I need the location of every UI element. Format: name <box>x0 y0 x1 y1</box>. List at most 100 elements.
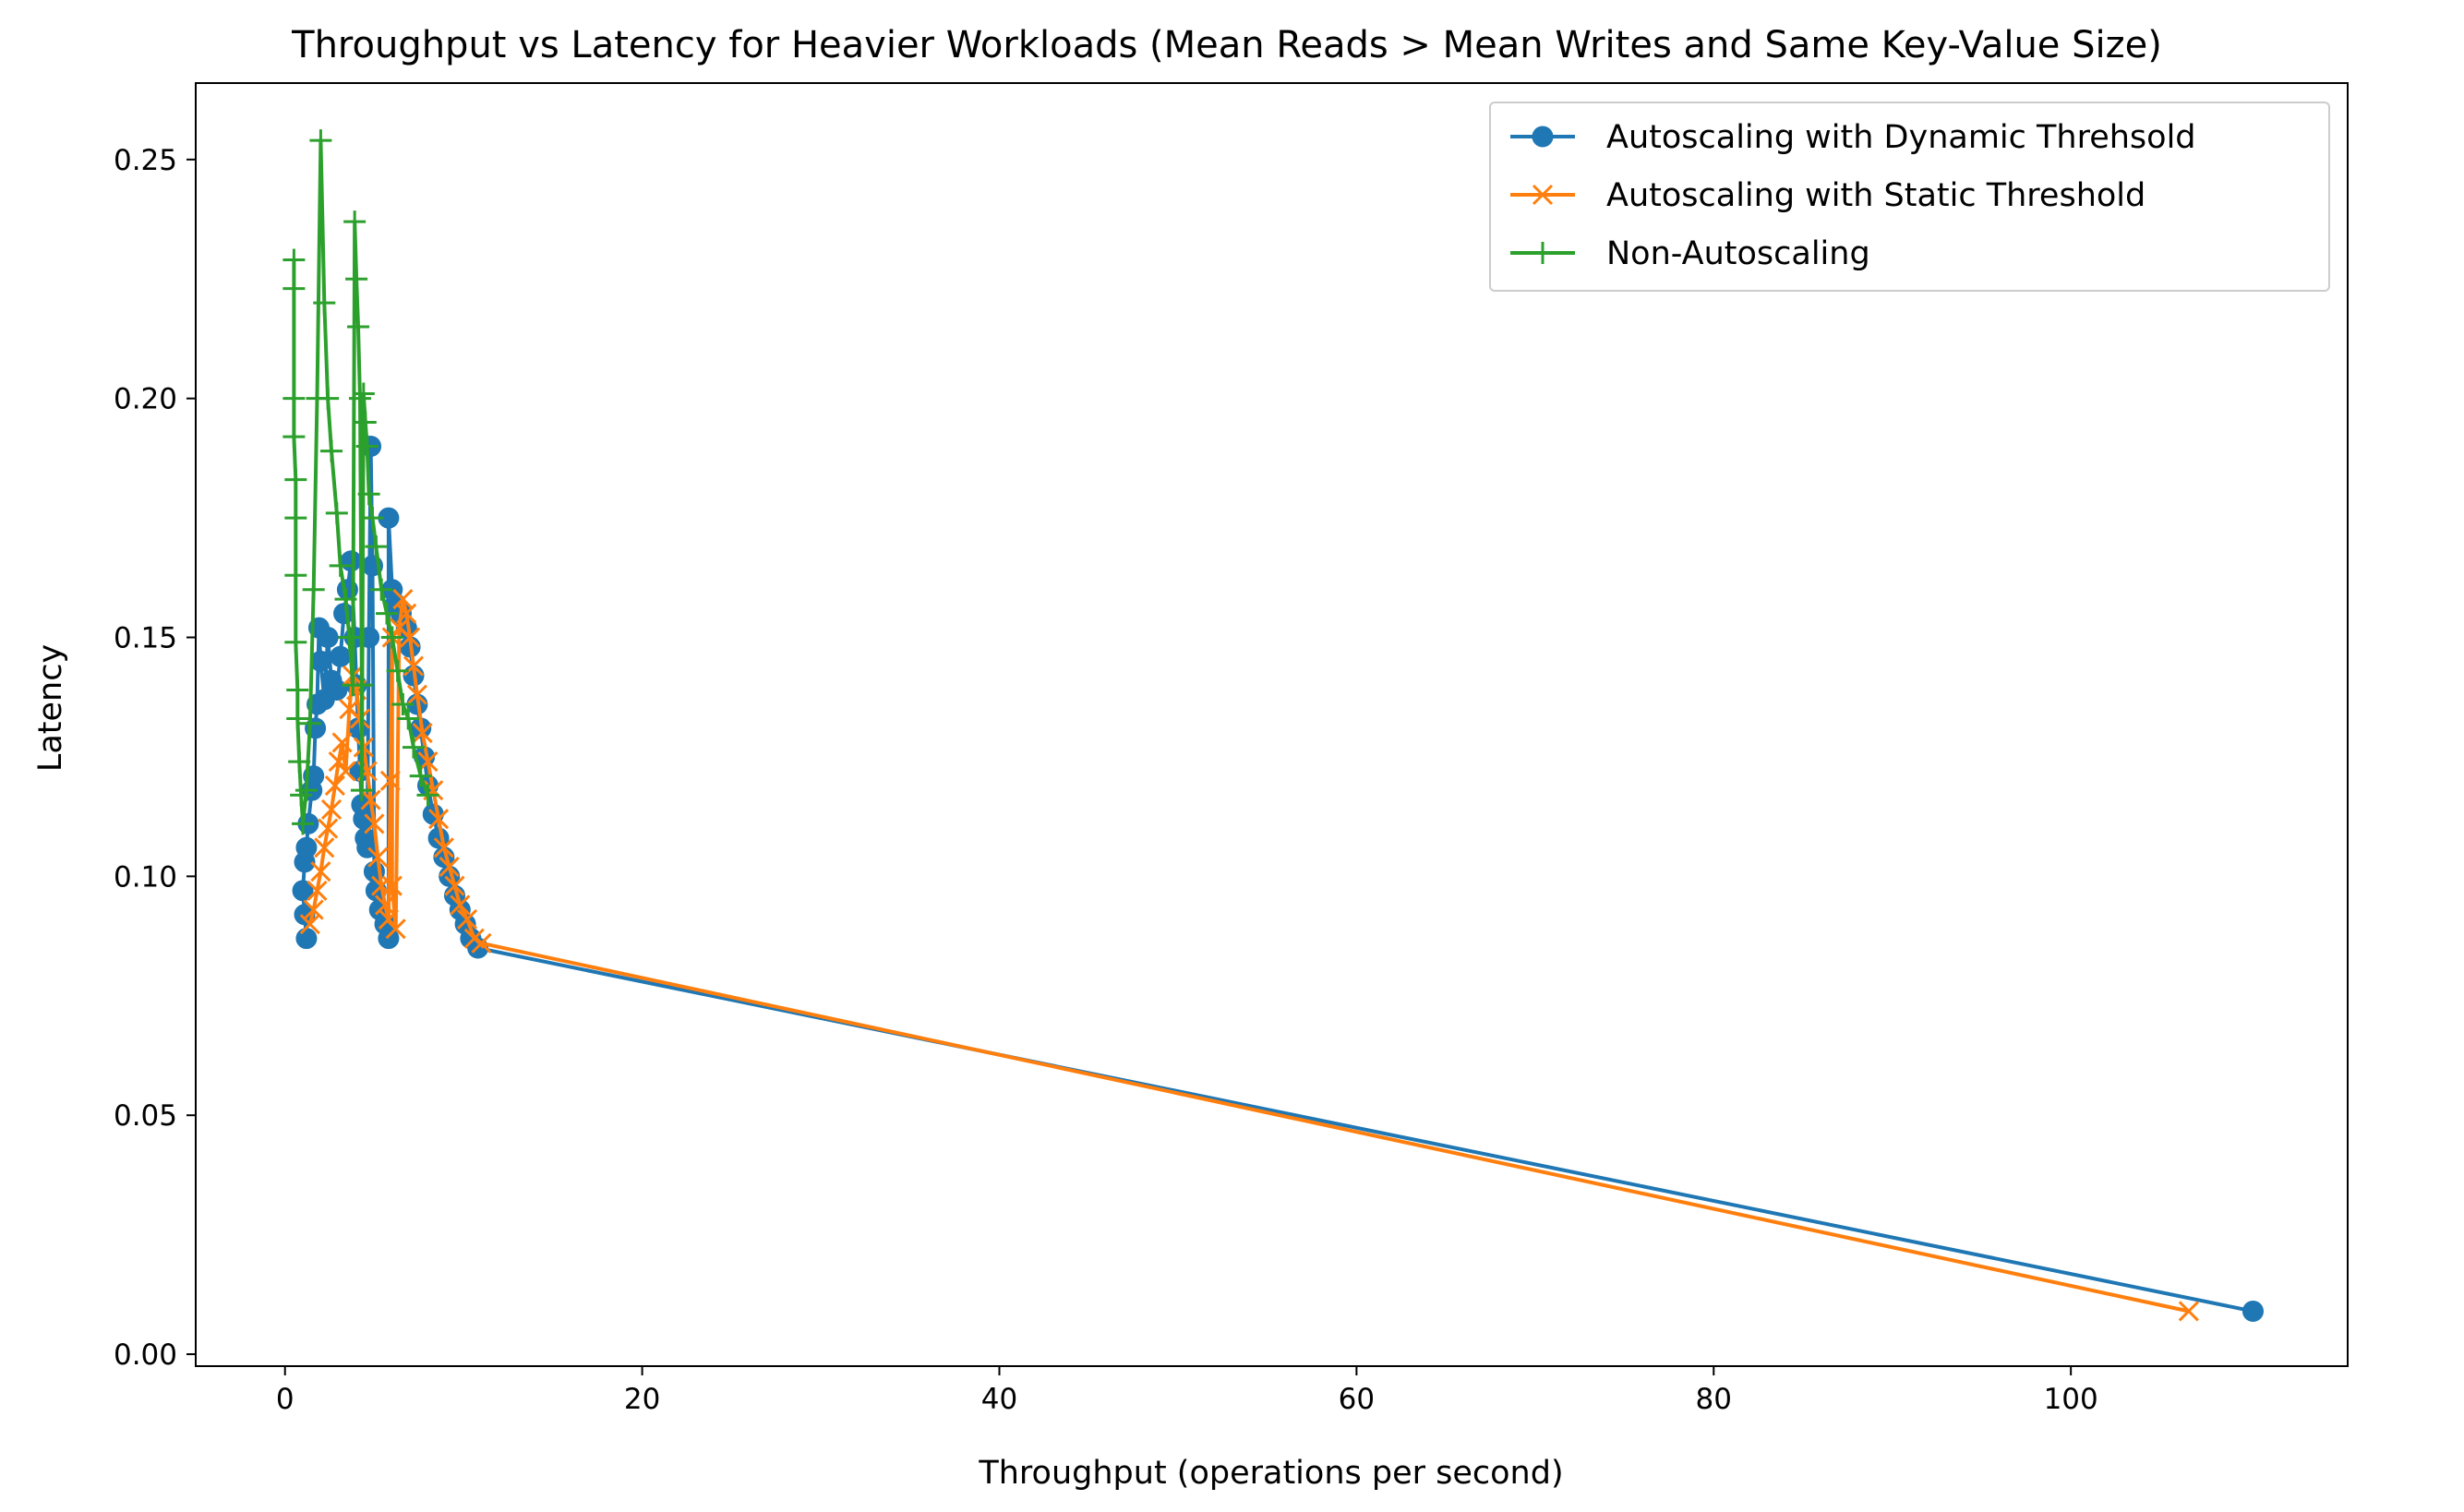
series-3 <box>282 129 439 835</box>
data-point-circle <box>292 880 314 902</box>
data-point-plus <box>354 411 377 434</box>
data-point-circle <box>295 928 318 950</box>
data-point-x <box>471 932 492 954</box>
data-point-plus <box>350 674 373 697</box>
data-point-circle <box>340 550 362 572</box>
legend-entry: Non-Autoscaling <box>1510 235 1870 272</box>
data-point-plus <box>313 292 336 315</box>
data-point-x <box>324 774 345 797</box>
data-point-x <box>360 789 381 810</box>
x-tick-label: 40 <box>981 1383 1017 1416</box>
data-point-x <box>406 684 427 705</box>
data-point-plus <box>302 578 325 601</box>
y-tick-label: 0.15 <box>114 622 177 655</box>
data-point-circle <box>330 645 352 667</box>
data-point-circle <box>295 836 318 858</box>
data-point-x <box>335 761 356 782</box>
data-point-plus <box>320 439 343 462</box>
data-point-x <box>379 770 401 791</box>
data-point-plus <box>309 129 332 152</box>
legend-label: Non-Autoscaling <box>1606 235 1870 272</box>
data-point-circle <box>2242 1300 2264 1322</box>
data-point-x <box>439 856 460 878</box>
data-point-plus <box>361 507 384 530</box>
data-point-plus <box>284 468 307 491</box>
data-point-x <box>314 837 335 858</box>
y-axis-label: Latency <box>32 644 69 772</box>
data-point-plus <box>288 750 311 774</box>
x-tick-label: 0 <box>276 1383 294 1416</box>
data-point-circle <box>317 627 339 649</box>
data-point-x <box>306 880 328 901</box>
data-point-plus <box>294 779 318 802</box>
data-point-x <box>364 813 385 834</box>
data-point-x <box>385 918 406 940</box>
legend-entry: Autoscaling with Static Threshold <box>1510 177 2145 214</box>
data-point-plus <box>290 784 313 807</box>
x-tick-label: 100 <box>2044 1383 2098 1416</box>
y-axis: 0.00 0.05 0.10 0.15 0.20 0.25 <box>114 144 196 1372</box>
series-layer <box>282 129 2264 1322</box>
data-point-plus <box>298 712 321 735</box>
y-tick-label: 0.00 <box>114 1338 177 1372</box>
data-point-x <box>428 809 450 830</box>
data-point-x <box>328 751 349 773</box>
data-point-x <box>450 894 471 916</box>
data-point-plus <box>397 707 420 730</box>
data-point-plus <box>370 578 393 601</box>
data-point-x <box>331 732 353 753</box>
data-point-plus <box>338 626 361 649</box>
data-point-circle <box>378 928 400 950</box>
data-point-plus <box>365 535 388 558</box>
data-point-plus <box>284 507 307 530</box>
data-point-x <box>456 908 478 930</box>
data-point-plus <box>355 435 379 458</box>
data-point-circle <box>1532 126 1554 148</box>
data-point-x <box>444 875 465 896</box>
data-point-plus <box>292 812 315 835</box>
plot-area <box>282 129 2264 1322</box>
data-point-plus <box>348 387 371 410</box>
x-tick-label: 60 <box>1339 1383 1375 1416</box>
chart-title: Throughput vs Latency for Heavier Worklo… <box>291 24 2162 66</box>
data-point-plus <box>343 210 367 234</box>
data-point-x <box>320 798 343 820</box>
data-point-plus <box>317 387 340 410</box>
data-point-plus <box>282 277 306 300</box>
data-point-plus <box>334 588 357 611</box>
data-point-plus <box>375 602 398 625</box>
data-point-plus <box>1532 242 1554 264</box>
x-tick-label: 20 <box>624 1383 660 1416</box>
x-axis-label: Throughput (operations per second) <box>978 1455 1563 1492</box>
data-point-plus <box>284 564 307 587</box>
data-point-plus <box>416 784 439 807</box>
legend-label: Autoscaling with Static Threshold <box>1606 177 2145 214</box>
y-tick-label: 0.05 <box>114 1099 177 1133</box>
data-point-plus <box>286 707 309 730</box>
data-point-x <box>1532 184 1554 206</box>
data-point-plus <box>380 626 403 649</box>
data-point-plus <box>409 764 432 787</box>
x-tick-label: 80 <box>1696 1383 1732 1416</box>
legend-box <box>1489 102 2330 292</box>
data-point-plus <box>282 387 306 410</box>
legend-entry: Autoscaling with Dynamic Threhsold <box>1510 119 2196 156</box>
y-tick-label: 0.20 <box>114 383 177 416</box>
data-point-x <box>378 908 399 930</box>
legend-label: Autoscaling with Dynamic Threhsold <box>1606 119 2196 156</box>
data-point-x <box>433 837 454 858</box>
data-point-x <box>303 899 324 920</box>
plot-frame <box>195 82 2349 1367</box>
data-point-plus <box>352 382 375 405</box>
data-point-plus <box>284 630 307 654</box>
data-point-plus <box>391 692 415 715</box>
data-point-x <box>310 861 331 882</box>
data-point-plus <box>282 248 306 271</box>
data-point-x <box>367 846 389 868</box>
data-point-plus <box>386 659 409 682</box>
data-point-plus <box>350 779 373 802</box>
data-point-x <box>396 603 417 624</box>
data-point-x <box>412 722 433 744</box>
data-point-plus <box>329 554 352 577</box>
